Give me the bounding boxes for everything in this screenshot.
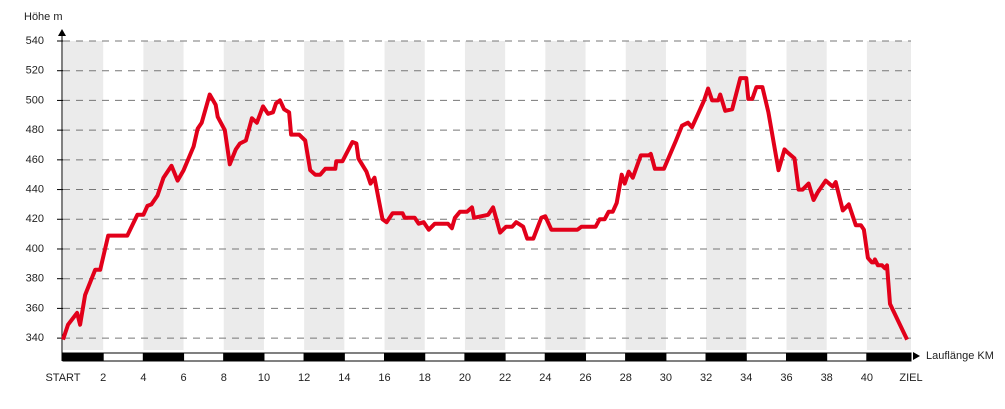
x-tick-label: 2 <box>100 372 106 384</box>
y-tick-label: 520 <box>26 65 44 77</box>
band <box>706 41 747 350</box>
km-bar <box>544 352 587 362</box>
x-tick-label: 22 <box>499 372 511 384</box>
km-bar <box>826 352 868 362</box>
x-tick-label: 34 <box>740 372 752 384</box>
y-tick-label: 440 <box>26 183 44 195</box>
km-bar <box>464 352 506 362</box>
y-tick-label: 480 <box>26 124 44 136</box>
x-tick-label: 38 <box>821 372 833 384</box>
y-axis-label: Höhe m <box>24 11 63 23</box>
km-bar <box>102 352 144 362</box>
x-tick-label: 40 <box>861 372 873 384</box>
x-axis-arrow <box>913 352 920 360</box>
x-axis-label: Lauflänge KM <box>926 350 994 362</box>
km-bar <box>263 352 305 362</box>
x-tick-label: 36 <box>780 372 792 384</box>
band <box>625 41 666 350</box>
x-tick-label: START <box>45 372 80 384</box>
km-bar <box>665 352 707 362</box>
km-bar <box>62 352 104 362</box>
km-bar <box>705 352 747 362</box>
y-tick-label: 540 <box>26 35 44 47</box>
y-tick-label: 400 <box>26 243 44 255</box>
km-bar <box>585 352 627 362</box>
y-tick-label: 360 <box>26 302 44 314</box>
x-tick-label: 6 <box>181 372 187 384</box>
x-tick-label: 8 <box>221 372 227 384</box>
km-bar <box>625 352 667 362</box>
band <box>223 41 264 350</box>
km-bar <box>866 352 912 362</box>
km-bar <box>343 352 386 362</box>
x-tick-label: 30 <box>660 372 672 384</box>
x-tick-label: 12 <box>298 372 310 384</box>
x-tick-label: 32 <box>700 372 712 384</box>
x-tick-label: 28 <box>620 372 632 384</box>
km-bar <box>142 352 185 362</box>
km-bar <box>424 352 466 362</box>
km-bar <box>303 352 345 362</box>
y-tick-label: 500 <box>26 94 44 106</box>
x-tick-label: 20 <box>459 372 471 384</box>
km-bar <box>504 352 546 362</box>
y-axis-arrow <box>58 29 66 36</box>
x-tick-label: 24 <box>539 372 551 384</box>
y-tick-label: 340 <box>26 332 44 344</box>
x-tick-label: 4 <box>140 372 146 384</box>
km-bar <box>745 352 787 362</box>
band <box>304 41 345 350</box>
x-tick-label: 10 <box>258 372 270 384</box>
y-tick-label: 380 <box>26 273 44 285</box>
band <box>384 41 425 350</box>
y-tick-label: 460 <box>26 154 44 166</box>
x-tick-label: ZIEL <box>899 372 922 384</box>
x-tick-label: 16 <box>378 372 390 384</box>
x-tick-label: 14 <box>338 372 350 384</box>
km-bar <box>384 352 426 362</box>
band <box>143 41 184 350</box>
x-tick-label: 26 <box>579 372 591 384</box>
elevation-line <box>61 76 909 341</box>
km-bar <box>785 352 828 362</box>
band <box>464 41 506 350</box>
x-tick-label: 18 <box>419 372 431 384</box>
y-tick-label: 420 <box>26 213 44 225</box>
km-bar <box>183 352 225 362</box>
band <box>545 41 586 350</box>
band <box>786 41 827 350</box>
km-bar <box>223 352 265 362</box>
